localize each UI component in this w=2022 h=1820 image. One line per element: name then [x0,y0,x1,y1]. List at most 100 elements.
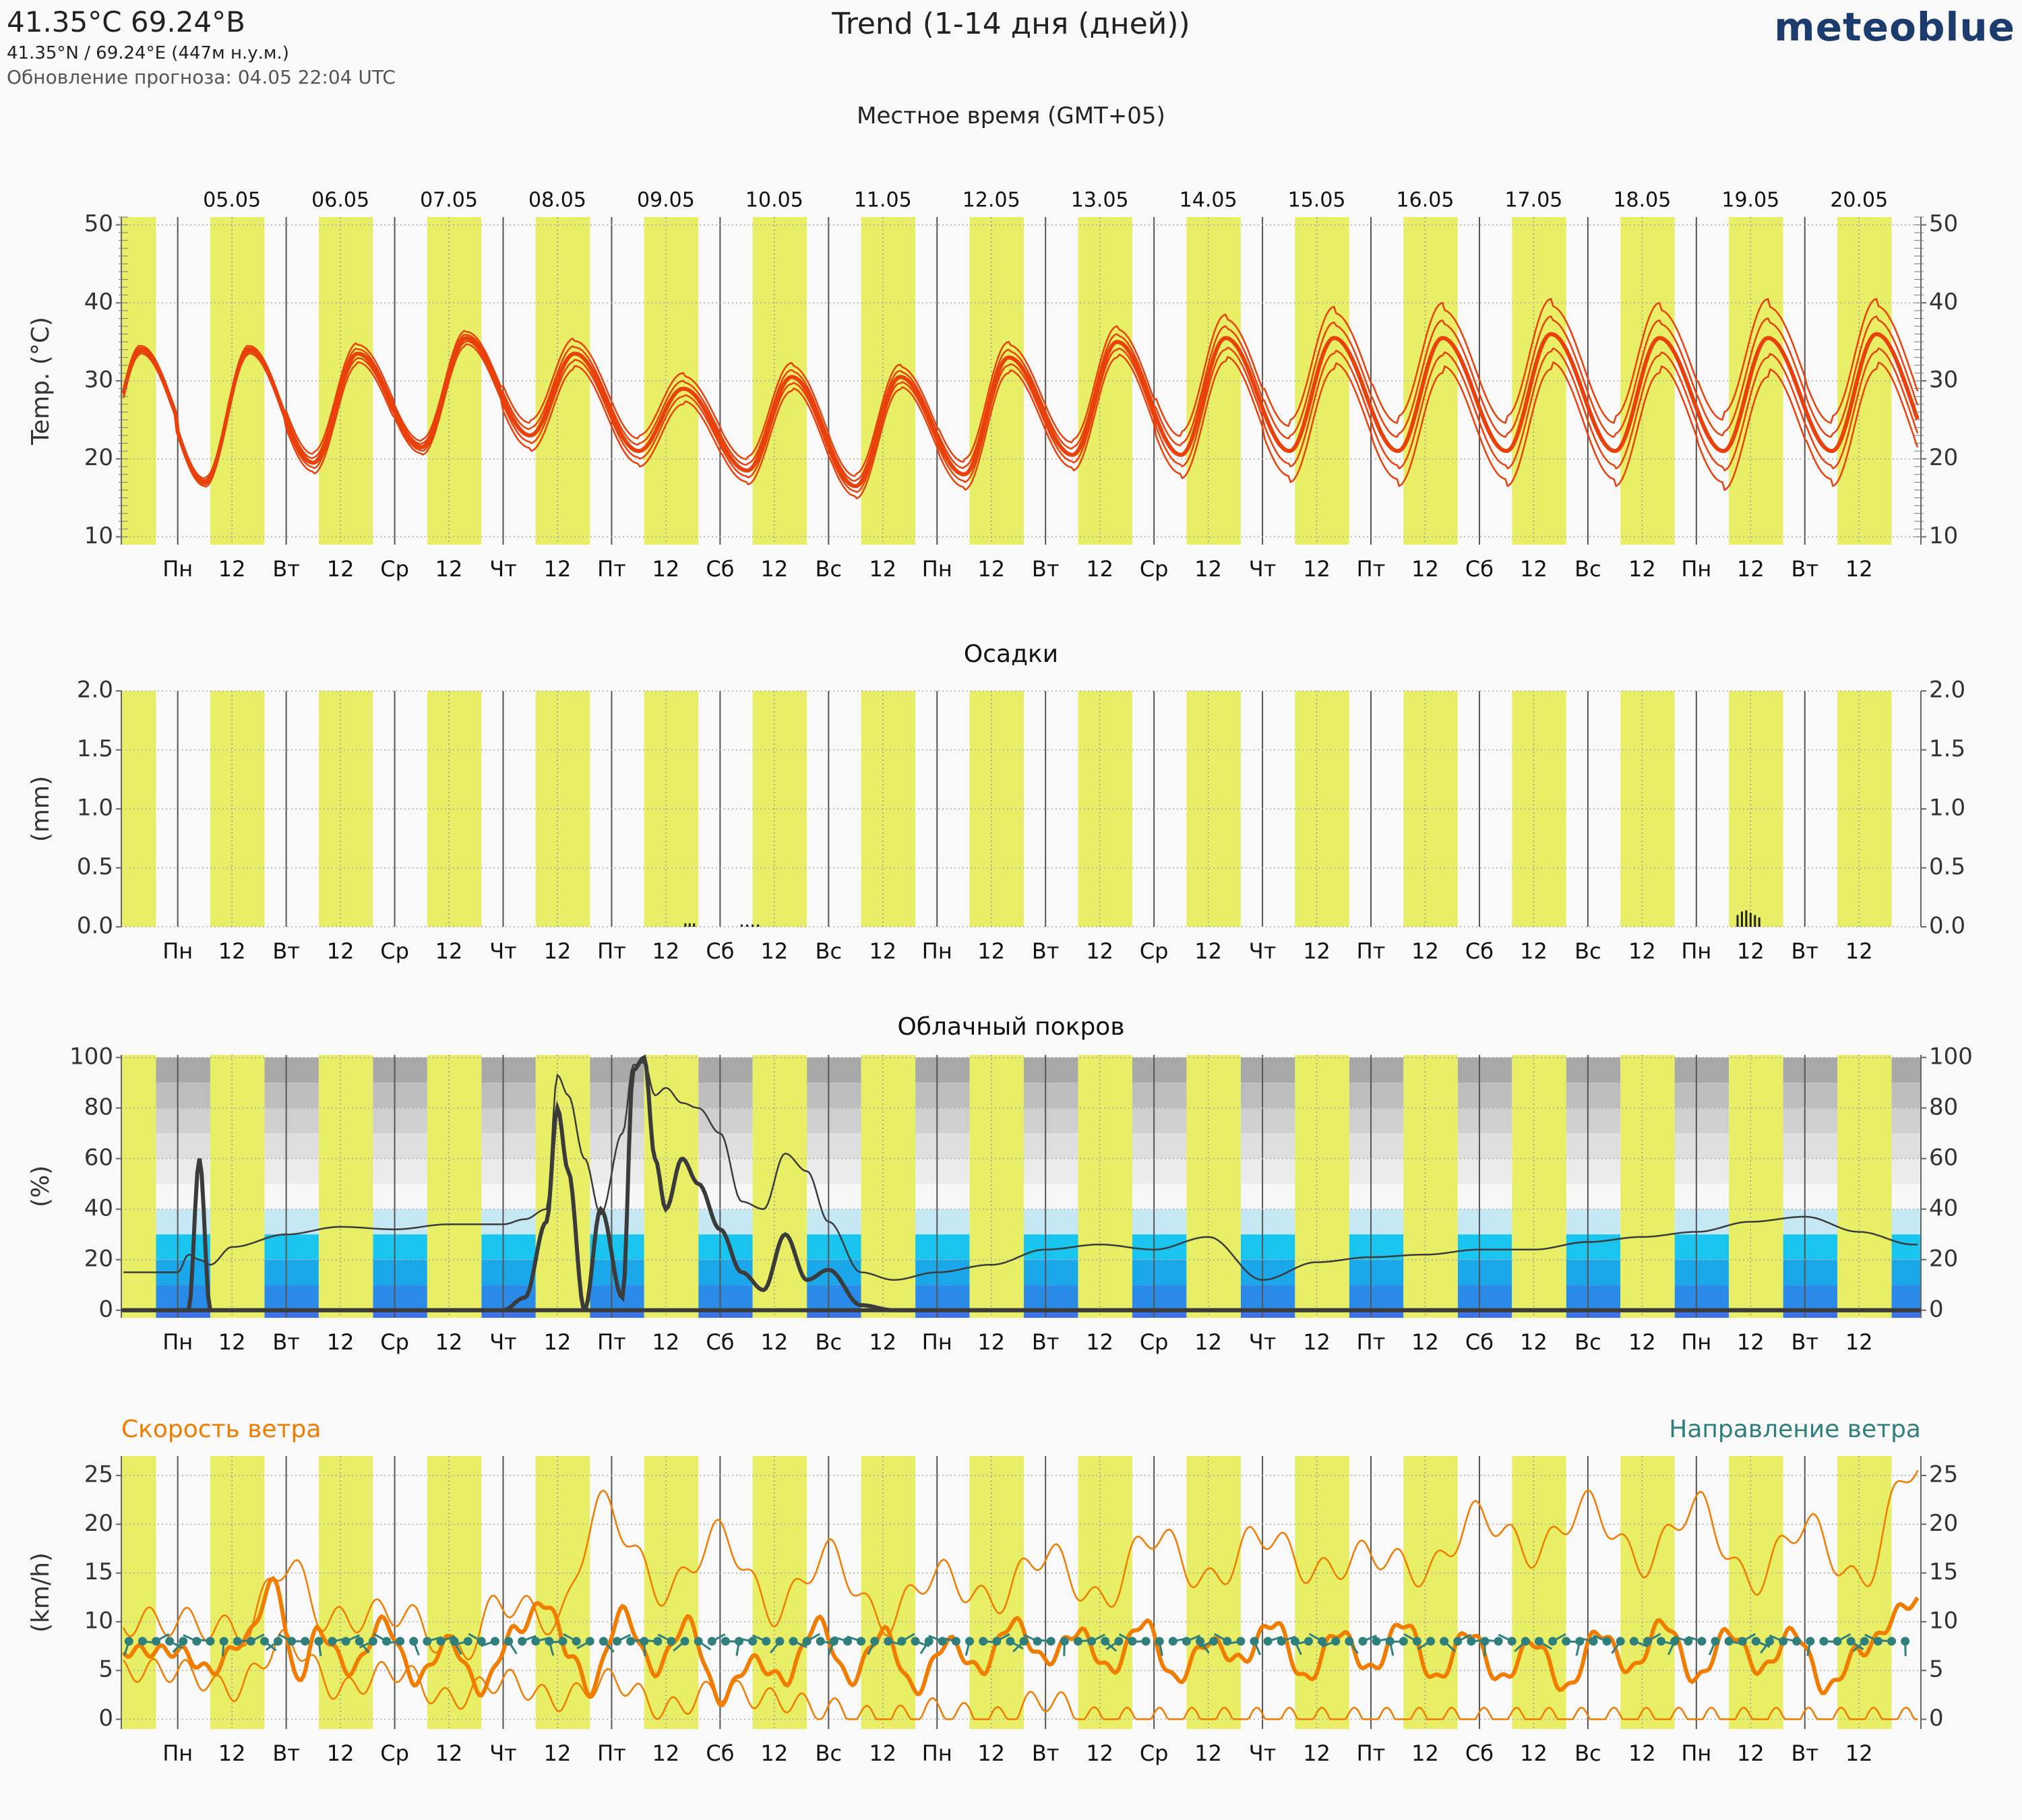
wind-direction-marker [979,1637,988,1646]
weekday-label: Вс [1574,938,1601,964]
cloud-sky-band [915,1057,970,1083]
cloud-sky-band [915,1083,970,1108]
cloud-sky-band [1674,1234,1729,1260]
wind-direction-marker [1033,1637,1042,1646]
daylight-band [1837,1055,1892,1318]
precipitation-bar [1740,911,1743,927]
wind-direction-marker [762,1637,771,1646]
y-tick-label-right: 0.0 [1929,913,1965,940]
wind-direction-marker [301,1637,310,1646]
cloud-sky-band [1891,1083,1921,1108]
cloud-sky-band [481,1310,536,1318]
weekday-label: Пт [1357,938,1386,964]
noon-label: 12 [869,938,896,964]
meteoblue-logo[interactable]: meteoblue [1774,4,2015,50]
wind-direction-marker [314,1637,324,1646]
weekday-label: Чт [1249,1740,1277,1766]
weekday-label: Вт [1791,1740,1818,1766]
cloud-sky-band [590,1184,644,1209]
y-tick-label-right: 30 [1929,367,1958,394]
cloud-sky-band [1566,1285,1621,1310]
wind-direction-marker [328,1637,337,1646]
cloud-sky-band [1132,1310,1187,1318]
cloud-sky-band [156,1209,210,1235]
y-tick-label-left: 40 [84,1194,113,1221]
cloud-sky-band [156,1083,210,1108]
chart-title: Trend (1-14 дня (дней)) [832,7,1190,41]
wind-direction-marker [1073,1637,1082,1646]
wind-direction-marker [911,1637,920,1646]
weekday-label: Пт [1357,1740,1386,1766]
noon-label: 12 [1194,938,1222,964]
wind-direction-marker [490,1637,499,1646]
cloud-sky-band [807,1133,861,1159]
noon-label: 12 [1194,1329,1222,1355]
weekday-label: Вс [816,1740,842,1766]
cloud-sky-band [1566,1158,1621,1184]
cloud-sky-band [1783,1083,1838,1108]
wind-direction-marker [1480,1637,1490,1646]
cloud-sky-band [1891,1133,1921,1159]
wind-direction-marker [1860,1637,1869,1646]
daylight-band [1186,1456,1241,1729]
cloud-sky-band [481,1133,536,1159]
wind-direction-marker [1196,1637,1205,1646]
wind-direction-marker [355,1637,364,1646]
cloud-sky-band [264,1234,319,1260]
y-tick-label-right: 60 [1929,1144,1958,1171]
cloud-sky-band [1783,1184,1838,1209]
noon-label: 12 [1086,1740,1113,1766]
cloud-sky-band [481,1057,536,1083]
wind-direction-marker [884,1637,893,1646]
cloud-sky-band [1566,1209,1621,1235]
daylight-band [535,1055,590,1318]
daylight-band [1512,1055,1566,1318]
cloud-sky-band [1349,1108,1404,1134]
cloud-sky-band [1457,1108,1512,1134]
cloud-sky-band [807,1108,861,1134]
weekday-label: Пн [1681,1329,1711,1355]
wind-direction-marker [1168,1637,1177,1646]
cloud-sky-band [1024,1285,1078,1310]
wind-direction-marker [1182,1637,1191,1646]
cloud-sky-band [1132,1133,1187,1159]
cloud-sky-band [807,1083,861,1108]
noon-label: 12 [1411,938,1439,964]
y-tick-label-right: 10 [1929,1607,1958,1634]
wind-direction-marker [1155,1637,1164,1646]
noon-label: 12 [761,556,789,582]
noon-label: 12 [544,938,572,964]
wind-direction-marker [789,1637,798,1646]
cloud-sky-band [1024,1083,1078,1108]
daylight-band [1403,1055,1458,1318]
date-label: 16.05 [1397,189,1454,212]
y-tick-label-left: 1.5 [77,735,113,762]
y-tick-label-right: 1.0 [1929,795,1965,822]
wind-direction-marker [558,1637,568,1646]
cloud-sky-band [264,1108,319,1134]
wind-speed-max-line [123,1469,1919,1661]
weekday-label: Вс [1574,556,1601,582]
cloud-sky-band [373,1083,427,1108]
wind-direction-marker [1250,1637,1259,1646]
noon-label: 12 [652,1740,680,1766]
daylight-band [644,1456,699,1729]
weekday-label: Пн [922,556,952,582]
daylight-band [318,1456,373,1729]
cloud-sky-band [156,1108,210,1134]
cloud-sky-band [1674,1133,1729,1159]
noon-label: 12 [977,938,1005,964]
y-tick-label-right: 10 [1929,522,1958,549]
cloud-sky-band [1240,1310,1295,1318]
daylight-band [535,1456,590,1729]
daylight-band [121,1055,156,1318]
weekday-label: Пн [922,1740,952,1766]
wind-direction-marker [1629,1637,1638,1646]
wind-direction-marker [1060,1637,1069,1646]
cloud-sky-band [698,1158,753,1184]
cloud-sky-band [481,1259,536,1285]
y-tick-label-right: 15 [1929,1558,1958,1585]
precipitation-bar [1754,915,1756,927]
cloud-sky-band [1240,1285,1295,1310]
daylight-band [318,1055,373,1318]
